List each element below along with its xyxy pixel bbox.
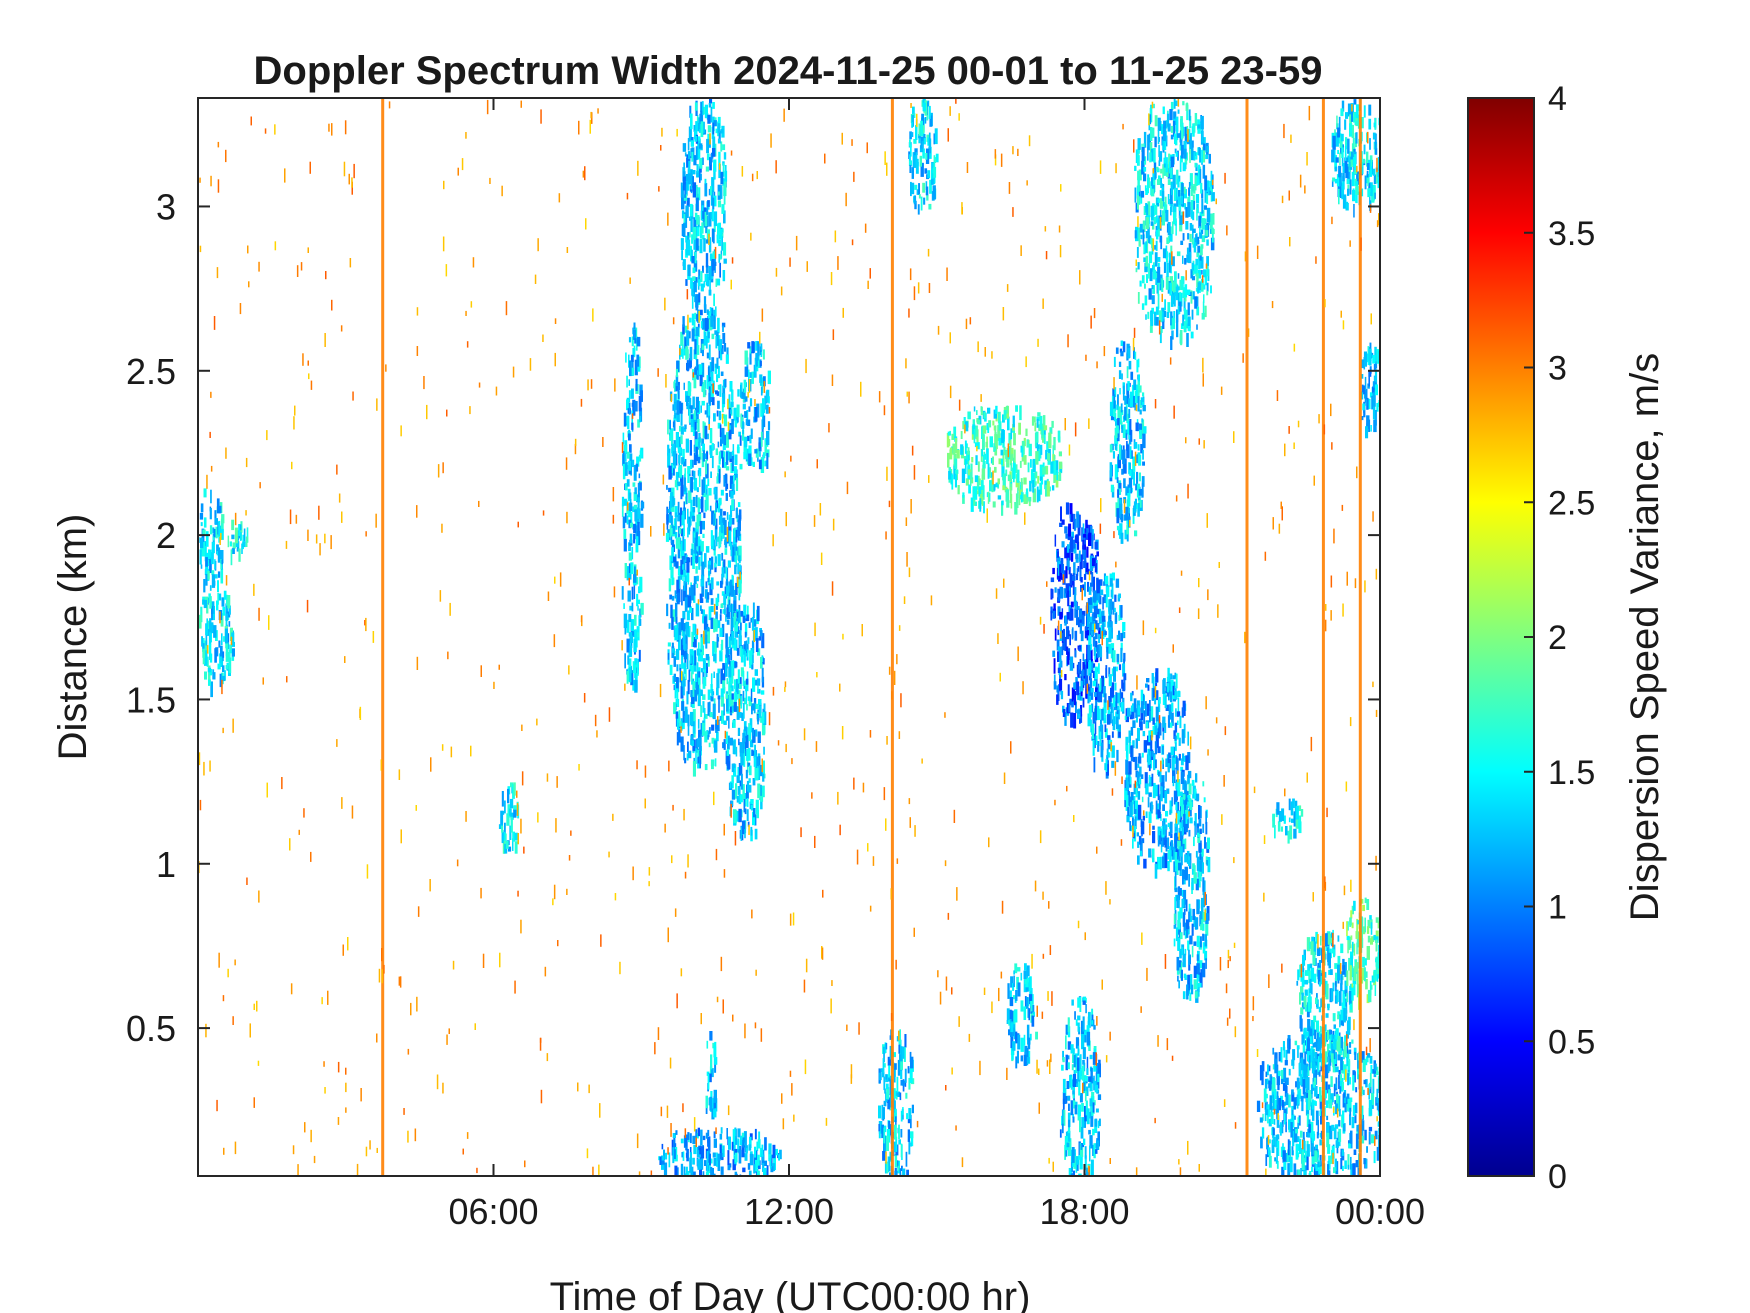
y-tick-label: 0.5 bbox=[126, 1008, 176, 1049]
colorbar-tick-label: 2.5 bbox=[1548, 484, 1595, 522]
data-region bbox=[1124, 667, 1192, 879]
y-tick-label: 2.5 bbox=[126, 351, 176, 392]
vertical-artifact-line bbox=[1321, 98, 1325, 1176]
colorbar-tick-label: 0.5 bbox=[1548, 1023, 1595, 1061]
y-tick-label: 3 bbox=[156, 186, 176, 227]
data-region bbox=[1109, 340, 1147, 544]
vertical-artifact-line bbox=[1245, 98, 1249, 1176]
data-region bbox=[1050, 502, 1102, 729]
data-region bbox=[198, 585, 235, 698]
x-tick-label: 12:00 bbox=[744, 1191, 834, 1232]
vertical-artifact-line bbox=[890, 98, 894, 1176]
colorbar-tick-label: 4 bbox=[1548, 80, 1567, 118]
data-region bbox=[680, 98, 728, 313]
data-region bbox=[658, 1127, 782, 1176]
data-region bbox=[1173, 773, 1211, 1003]
data-region bbox=[1331, 98, 1380, 218]
colorbar-tick-label: 1.5 bbox=[1548, 754, 1595, 792]
data-region bbox=[1084, 572, 1127, 779]
chart-title: Doppler Spectrum Width 2024-11-25 00-01 … bbox=[254, 49, 1323, 93]
colorbar-tick-label: 3.5 bbox=[1548, 215, 1595, 253]
data-region bbox=[878, 1029, 915, 1176]
data-region bbox=[725, 602, 767, 842]
colorbar-axis: 0 0.5 1 1.5 2 2.5 3 3.5 4 bbox=[1524, 80, 1595, 1196]
x-axis-label: Time of Day (UTC00:00 hr) bbox=[550, 1275, 1031, 1313]
data-region bbox=[740, 341, 771, 473]
data-region bbox=[705, 1031, 718, 1120]
colorbar-tick-label: 2 bbox=[1548, 619, 1567, 657]
data-region bbox=[1006, 963, 1038, 1069]
colorbar-label: Dispersion Speed Variance, m/s bbox=[1623, 353, 1667, 921]
colorbar-tick-label: 3 bbox=[1548, 350, 1567, 388]
y-axis-label: Distance (km) bbox=[51, 514, 95, 761]
x-axis: 06:00 12:00 18:00 00:00 bbox=[448, 98, 1425, 1232]
y-tick-label: 1.5 bbox=[126, 679, 176, 720]
data-region bbox=[1272, 798, 1304, 844]
vertical-artifact-line bbox=[1358, 98, 1362, 1176]
colorbar bbox=[1467, 97, 1535, 1177]
x-tick-label: 06:00 bbox=[448, 1191, 538, 1232]
data-region bbox=[1296, 929, 1353, 1072]
data-region bbox=[946, 405, 1063, 516]
data-region bbox=[665, 306, 743, 777]
data-region bbox=[1256, 1028, 1380, 1176]
data-region bbox=[1346, 897, 1380, 1010]
y-axis: 0.5 1 1.5 2 2.5 3 bbox=[126, 186, 1380, 1049]
data-region bbox=[621, 322, 645, 693]
x-tick-label: 18:00 bbox=[1039, 1191, 1129, 1232]
x-tick-label: 00:00 bbox=[1335, 1191, 1425, 1232]
plot-area bbox=[198, 98, 1380, 1176]
data-region bbox=[1059, 996, 1102, 1176]
y-tick-label: 2 bbox=[156, 515, 176, 556]
y-tick-label: 1 bbox=[156, 844, 176, 885]
data-region bbox=[227, 519, 249, 566]
colorbar-tick-label: 0 bbox=[1548, 1158, 1567, 1196]
vertical-artifact-line bbox=[381, 98, 385, 1176]
noise-speckles bbox=[198, 98, 1380, 1176]
data-region bbox=[908, 98, 939, 215]
colorbar-tick-label: 1 bbox=[1548, 889, 1567, 927]
data-region bbox=[1134, 98, 1215, 350]
data-region bbox=[198, 488, 225, 593]
